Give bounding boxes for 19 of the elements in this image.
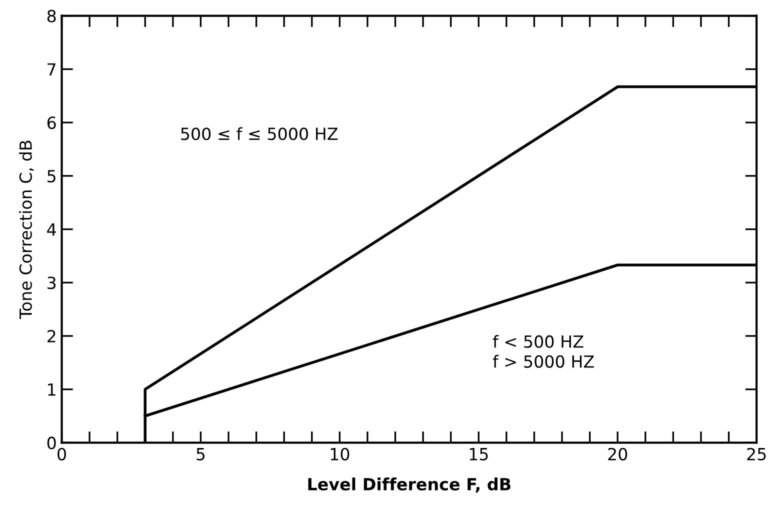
y-tick-label: 4 — [47, 223, 56, 236]
y-tick-label: 2 — [48, 330, 56, 342]
y-tick-label: 3 — [48, 276, 56, 290]
x-tick-label: 25 — [747, 448, 766, 460]
x-axis-title: Level Difference F, dB — [308, 478, 510, 493]
x-tick-label: 10 — [330, 448, 350, 460]
y-tick-label: 0 — [47, 436, 56, 450]
y-axis-title: Tone Correction C, dB — [19, 140, 34, 320]
annotation: f < 500 HZ f > 5000 HZ — [492, 335, 594, 368]
annotation: 500 ≤ f ≤ 5000 HZ — [181, 127, 338, 140]
y-tick-label: 6 — [47, 116, 56, 130]
y-tick-label: 7 — [48, 63, 56, 76]
y-tick-label: 1 — [48, 384, 56, 396]
y-tick-label: 8 — [47, 10, 56, 22]
x-tick-label: 20 — [608, 448, 628, 460]
x-tick-label: 0 — [58, 448, 66, 460]
x-tick-label: 5 — [196, 448, 205, 460]
x-tick-label: 15 — [470, 448, 488, 460]
y-tick-label: 5 — [48, 170, 56, 182]
